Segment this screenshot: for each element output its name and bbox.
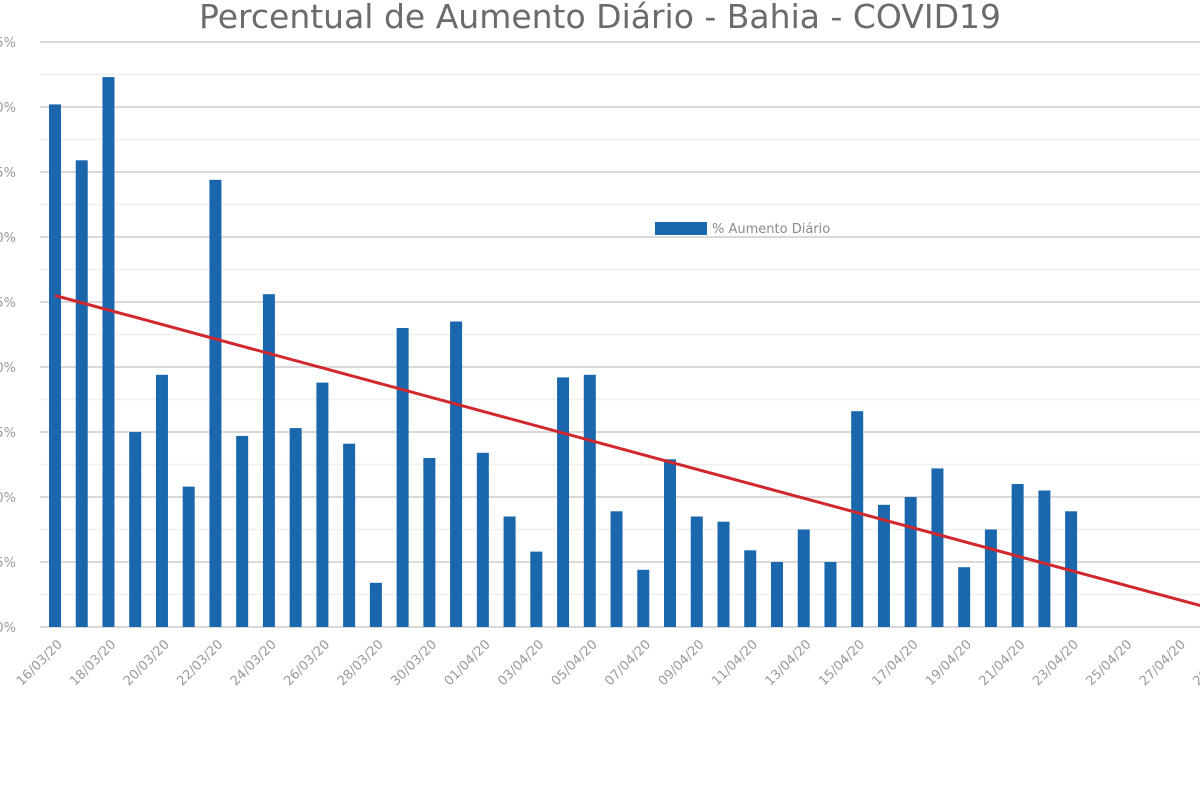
x-tick-label: 18/03/20 [67,637,119,689]
x-tick-label: 28/03/20 [335,637,387,689]
bar-07-04-20 [637,569,650,627]
x-tick-label: 05/04/20 [549,637,601,689]
trendline-group [54,294,1200,608]
bar-20-04-20 [984,529,997,627]
bar-09-04-20 [690,516,703,627]
y-tick-label: 35% [0,166,16,181]
x-tick-label: 16/03/20 [14,637,66,689]
bar-22-04-20 [1038,490,1051,627]
bar-14-04-20 [824,562,837,627]
bar-27-03-20 [343,443,356,627]
legend: % Aumento Diário [655,222,830,237]
x-tick-label: 27/04/20 [1137,637,1189,689]
y-axis: 0% 5% 10% 15% 20% 25% 30% 35% 40% 45% [0,36,16,636]
bar-23-03-20 [236,435,249,627]
bar-16-03-20 [49,104,61,627]
x-tick-label: 24/03/20 [228,637,280,689]
x-tick-label: 25/04/20 [1084,637,1136,689]
bar-24-03-20 [262,294,275,627]
bar-25-03-20 [289,428,302,627]
bar-01-04-20 [476,452,489,627]
x-tick-label: 15/04/20 [816,637,868,689]
bar-13-04-20 [797,529,810,627]
bar-17-03-20 [75,160,88,628]
x-tick-label: 03/04/20 [495,637,547,689]
x-tick-label: 23/04/20 [1030,637,1082,689]
x-tick-label: 26/03/20 [281,637,333,689]
x-tick-label: 30/03/20 [388,637,440,689]
x-tick-label: 22/03/20 [174,637,226,689]
chart-title: Percentual de Aumento Diário - Bahia - C… [199,0,1001,36]
bar-30-03-20 [423,458,436,627]
bar-18-03-20 [102,77,115,628]
bar-06-04-20 [610,511,623,627]
y-tick-label: 30% [0,231,16,246]
x-tick-label: 17/04/20 [870,637,922,689]
y-tick-label: 5% [0,556,16,571]
x-axis: 16/03/20 18/03/20 20/03/20 22/03/20 24/03/20… [14,637,1200,689]
x-tick-label: 20/03/20 [121,637,173,689]
legend-label: % Aumento Diário [712,222,830,237]
bar-11-04-20 [744,550,757,627]
bar-15-04-20 [851,411,864,627]
x-tick-label: 21/04/20 [977,637,1029,689]
x-tick-label: 09/04/20 [656,637,708,689]
bar-12-04-20 [770,562,783,627]
bar-19-03-20 [129,432,142,627]
bars [49,77,1078,628]
y-tick-label: 10% [0,491,16,506]
x-tick-label: 07/04/20 [602,637,654,689]
y-tick-label: 15% [0,426,16,441]
legend-swatch [655,222,707,235]
x-tick-label: 11/04/20 [709,637,761,689]
x-tick-label: 13/04/20 [763,637,815,689]
bar-17-04-20 [904,497,917,627]
bar-28-03-20 [369,582,382,627]
bar-19-04-20 [958,567,971,627]
bar-08-04-20 [664,459,677,627]
bar-18-04-20 [931,468,944,627]
y-tick-label: 40% [0,101,16,116]
x-tick-label: 19/04/20 [923,637,975,689]
x-tick-label: 01/04/20 [442,637,494,689]
bar-22-03-20 [209,179,222,628]
bar-26-03-20 [316,382,329,627]
bar-04-04-20 [557,377,570,627]
y-tick-label: 0% [0,621,16,636]
gridlines [40,41,1200,628]
bar-02-04-20 [503,516,516,627]
y-tick-label: 20% [0,361,16,376]
x-tick-label: 29/04/20 [1190,637,1200,689]
bar-29-03-20 [396,328,409,627]
bar-16-04-20 [877,504,890,627]
trendline [54,294,1200,608]
bar-10-04-20 [717,521,730,627]
y-tick-label: 25% [0,296,16,311]
bar-21-03-20 [182,486,195,627]
y-tick-label: 45% [0,36,16,51]
bar-20-03-20 [155,374,168,627]
bar-31-03-20 [450,321,463,627]
bar-05-04-20 [583,374,596,627]
bar-03-04-20 [530,551,543,627]
